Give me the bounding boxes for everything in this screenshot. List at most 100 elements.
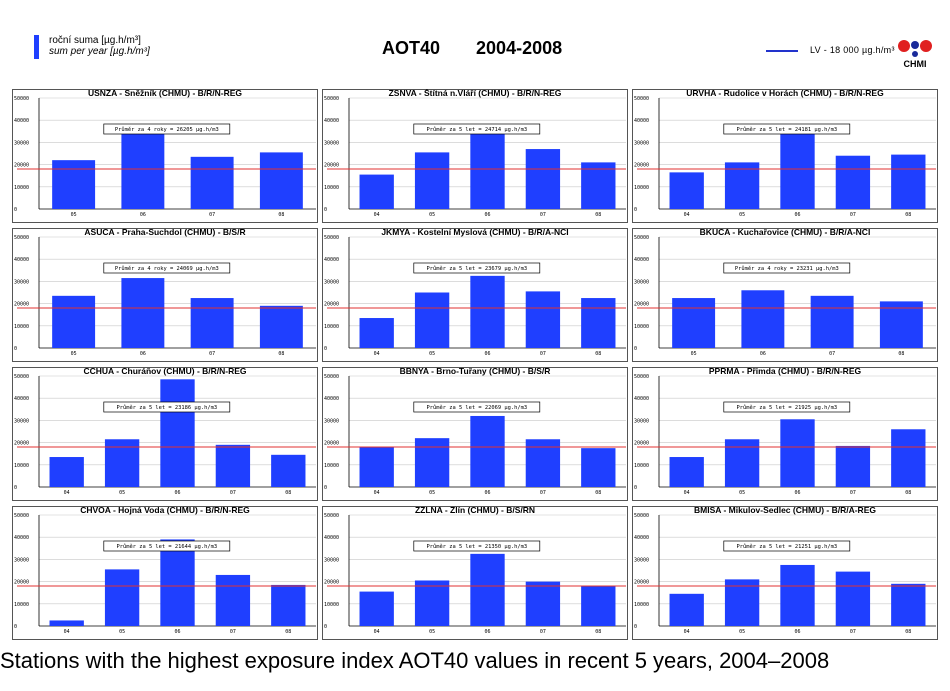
bar	[525, 291, 561, 348]
y-tick-label: 10000	[324, 185, 339, 191]
bar	[414, 152, 450, 209]
y-tick-label: 30000	[14, 279, 29, 285]
chmi-logo-icon	[898, 40, 932, 57]
y-tick-label: 0	[324, 624, 327, 630]
title-text: AOT40	[382, 38, 441, 58]
annotation-box	[413, 123, 541, 135]
y-tick-label: 30000	[324, 279, 339, 285]
y-tick-label: 0	[14, 346, 17, 352]
y-tick-label: 50000	[324, 513, 339, 519]
y-tick-label: 10000	[14, 324, 29, 330]
average-annotation: Průměr za 5 let = 22069 µg.h/m3	[426, 404, 527, 411]
y-tick-label: 40000	[634, 257, 649, 263]
chmi-logo: CHMI	[895, 37, 935, 71]
x-tick-label: 05	[429, 212, 435, 218]
x-tick-label: 04	[374, 212, 380, 218]
aot40-chart: USNZA - Sněžník (CHMU) - B/R/N-REG 0 10000…	[12, 89, 318, 223]
y-tick-label: 10000	[14, 185, 29, 191]
x-tick-label: 07	[540, 212, 546, 218]
y-tick-label: 10000	[324, 602, 339, 608]
bar	[780, 130, 815, 209]
chart-title: ZSNVA - Štítná n.Vláří (CHMU) - B/R/N-RE…	[389, 89, 562, 98]
bar	[359, 174, 394, 209]
average-annotation: Průměr za 5 let = 21350 µg.h/m3	[426, 543, 527, 550]
y-tick-label: 40000	[634, 535, 649, 541]
average-annotation: Průměr za 5 let = 21251 µg.h/m3	[736, 543, 837, 550]
annotation-box	[723, 401, 851, 413]
x-tick-label: 06	[140, 212, 146, 218]
bar	[780, 419, 815, 487]
y-tick-label: 30000	[324, 557, 339, 563]
y-tick-label: 10000	[634, 602, 649, 608]
x-tick-label: 04	[64, 629, 70, 635]
bar	[259, 152, 303, 209]
bar	[724, 162, 760, 209]
page-title: AOT40 2004-2008	[382, 38, 562, 59]
y-tick-label: 30000	[14, 557, 29, 563]
chart-title: ZZLNA - Zlín (CHMU) - B/S/RN	[415, 506, 535, 515]
y-tick-label: 50000	[14, 374, 29, 380]
y-tick-label: 0	[324, 207, 327, 213]
y-tick-label: 50000	[14, 96, 29, 102]
x-tick-label: 05	[429, 351, 435, 357]
bar	[581, 586, 616, 626]
chart-title: PPRMA - Přimda (CHMU) - B/R/N-REG	[709, 367, 862, 376]
x-tick-label: 06	[760, 351, 766, 357]
bar	[359, 447, 394, 487]
x-tick-label: 06	[140, 351, 146, 357]
average-annotation: Průměr za 5 let = 21925 µg.h/m3	[736, 404, 837, 411]
x-tick-label: 04	[684, 490, 690, 496]
aot40-chart: CHVOA - Hojná Voda (CHMU) - B/R/N-REG 0 10…	[12, 506, 318, 640]
bar	[271, 584, 306, 626]
x-tick-label: 08	[595, 351, 601, 357]
chart-title: URVHA - Rudolice v Horách (CHMU) - B/R/N…	[686, 89, 884, 98]
bar	[190, 298, 234, 348]
x-tick-label: 08	[905, 629, 911, 635]
y-tick-label: 10000	[14, 463, 29, 469]
y-tick-label: 40000	[14, 257, 29, 263]
y-tick-label: 10000	[634, 185, 649, 191]
x-tick-label: 04	[684, 629, 690, 635]
x-tick-label: 04	[64, 490, 70, 496]
x-tick-label: 08	[595, 212, 601, 218]
y-tick-label: 30000	[634, 140, 649, 146]
x-tick-label: 08	[285, 490, 291, 496]
y-tick-label: 40000	[324, 535, 339, 541]
x-tick-label: 06	[794, 629, 800, 635]
y-tick-label: 0	[324, 346, 327, 352]
bar	[121, 132, 165, 209]
x-tick-label: 07	[850, 629, 856, 635]
x-tick-label: 07	[540, 490, 546, 496]
bar	[470, 553, 505, 626]
bar	[891, 154, 926, 209]
limit-legend-text: LV - 18 000 µg.h/m³	[810, 45, 895, 55]
bar	[470, 415, 505, 487]
x-tick-label: 05	[691, 351, 697, 357]
bar	[891, 429, 926, 487]
y-tick-label: 10000	[14, 602, 29, 608]
annotation-box	[723, 262, 851, 274]
average-annotation: Průměr za 5 let = 23186 µg.h/m3	[116, 404, 217, 411]
y-tick-label: 20000	[324, 302, 339, 308]
x-tick-label: 08	[278, 351, 284, 357]
bar	[835, 155, 871, 209]
chart-title: USNZA - Sněžník (CHMU) - B/R/N-REG	[88, 89, 242, 98]
x-tick-label: 06	[484, 351, 490, 357]
y-tick-label: 0	[634, 624, 637, 630]
bar	[104, 439, 140, 487]
bar	[470, 130, 505, 209]
x-tick-label: 05	[429, 629, 435, 635]
x-tick-label: 08	[898, 351, 904, 357]
bar	[414, 438, 450, 487]
x-tick-label: 07	[230, 629, 236, 635]
y-tick-label: 50000	[634, 235, 649, 241]
chart-title: CCHUA - Churáňov (CHMU) - B/R/N-REG	[83, 367, 246, 376]
bar-legend-swatch	[34, 35, 39, 59]
y-tick-label: 20000	[324, 441, 339, 447]
x-tick-label: 06	[794, 490, 800, 496]
bar	[581, 448, 616, 487]
bar	[780, 564, 815, 626]
bar	[525, 439, 561, 487]
x-tick-label: 05	[739, 212, 745, 218]
x-tick-label: 06	[484, 490, 490, 496]
